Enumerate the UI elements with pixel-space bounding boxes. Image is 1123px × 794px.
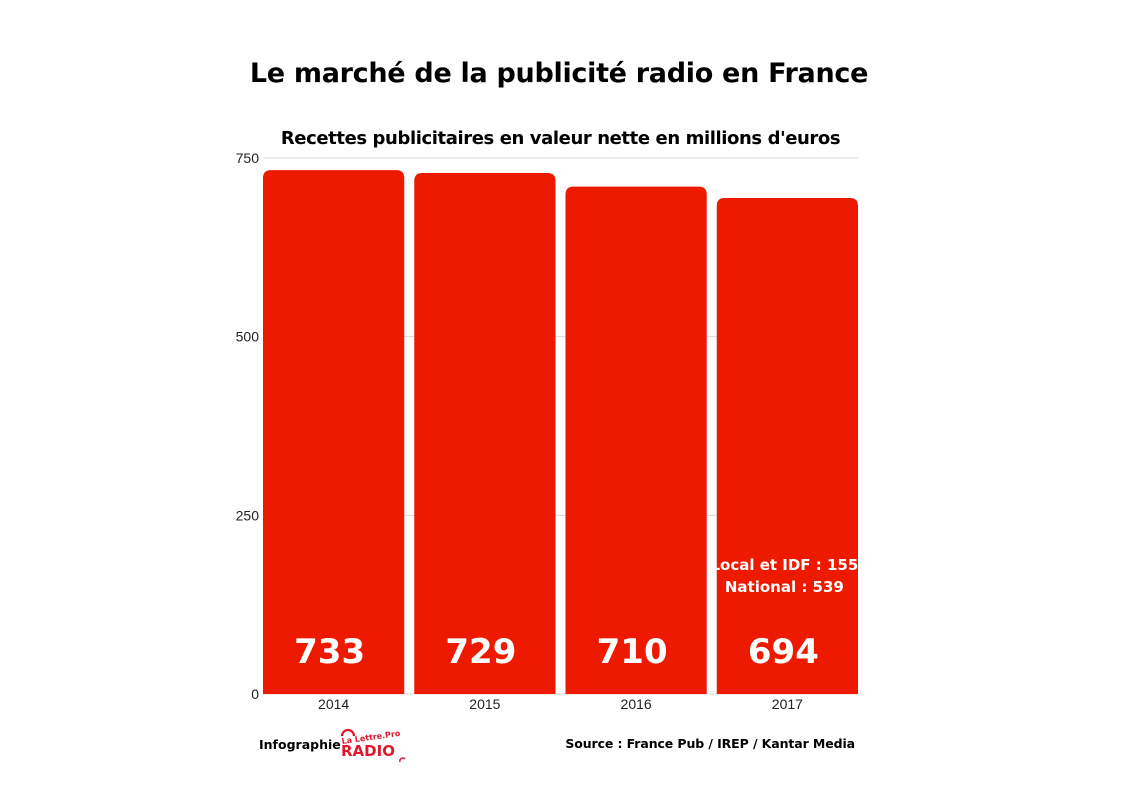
source-label: Source : France Pub / IREP / Kantar Medi…	[565, 736, 855, 751]
value-label: 729	[445, 632, 516, 672]
bar-2017	[717, 198, 858, 694]
y-tick-label: 0	[251, 686, 259, 702]
y-tick-label: 250	[236, 507, 260, 523]
svg-text:RADIO: RADIO	[341, 742, 395, 760]
value-label: 733	[294, 632, 365, 672]
y-tick-label: 500	[236, 329, 260, 345]
value-label: 710	[597, 632, 668, 672]
bar-2016	[566, 187, 707, 694]
x-tick-label: 2016	[621, 696, 652, 712]
bar-2015	[414, 173, 555, 694]
y-axis-ticks: 0 250 500 750	[236, 150, 260, 702]
value-label: 694	[748, 632, 819, 672]
x-tick-label: 2014	[318, 696, 349, 712]
annotation-line: Local et IDF : 155	[710, 556, 858, 574]
x-tick-label: 2015	[469, 696, 500, 712]
y-tick-label: 750	[236, 150, 260, 166]
x-axis-ticks: 2014 2015 2016 2017	[318, 696, 803, 712]
la-lettre-pro-radio-logo: La Lettre.Pro RADIO	[338, 724, 408, 764]
bar-2014	[263, 170, 404, 694]
x-tick-label: 2017	[772, 696, 803, 712]
annotation-line: National : 539	[725, 578, 844, 596]
bars	[263, 170, 858, 694]
credit-label: Infographie	[259, 737, 341, 752]
